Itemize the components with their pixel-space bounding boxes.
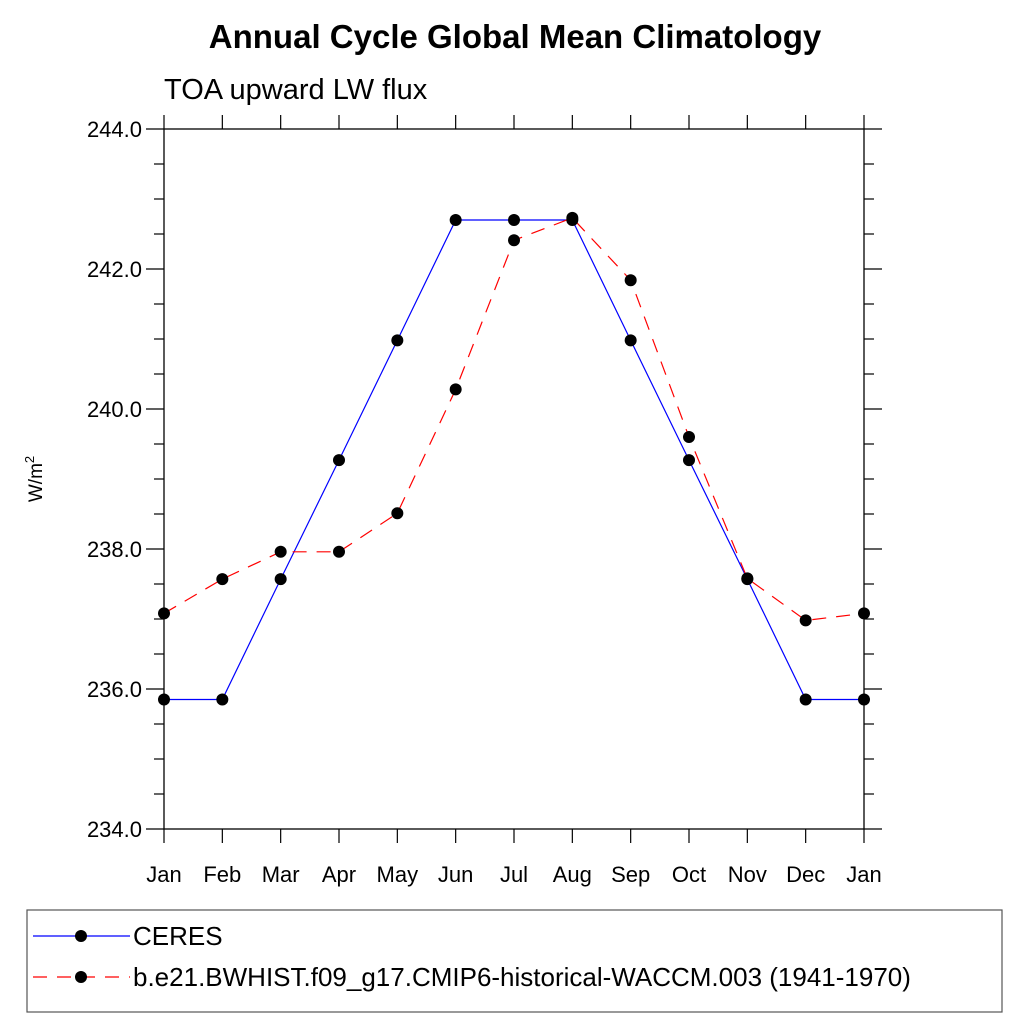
- x-tick-label: Jan: [146, 862, 181, 887]
- data-point-s0-2: [274, 573, 287, 586]
- data-point-s1-2: [274, 545, 287, 558]
- data-point-s0-8: [624, 334, 637, 347]
- legend-label-ceres: CERES: [133, 921, 223, 951]
- series-line-1: [163, 217, 865, 622]
- legend-marker-ceres: [75, 930, 87, 942]
- x-tick-label: Sep: [611, 862, 650, 887]
- x-tick-label: Apr: [322, 862, 356, 887]
- x-tick-label: Aug: [553, 862, 592, 887]
- series-layer: [158, 211, 870, 706]
- data-point-s1-5: [449, 383, 462, 396]
- x-tick-label: Oct: [672, 862, 706, 887]
- data-point-s1-6: [508, 234, 520, 247]
- x-tick-label: Mar: [262, 862, 300, 887]
- plot-frame: [163, 128, 865, 830]
- legend-label-waccm: b.e21.BWHIST.f09_g17.CMIP6-historical-WA…: [133, 962, 911, 992]
- y-tick-label: 238.0: [87, 537, 142, 562]
- x-tick-label: Feb: [203, 862, 241, 887]
- y-tick-labels: 244.0 242.0 240.0 238.0 236.0 234.0: [87, 117, 142, 842]
- y-tick-label: 234.0: [87, 817, 142, 842]
- chart-title: Annual Cycle Global Mean Climatology: [209, 18, 822, 55]
- x-tick-labels: Jan Feb Mar Apr May Jun Jul Aug Sep Oct Nov Dec Jan: [146, 862, 881, 887]
- data-point-s0-4: [391, 334, 404, 347]
- data-point-s1-11: [799, 614, 812, 627]
- data-point-s0-6: [508, 214, 520, 226]
- data-point-s0-3: [333, 454, 345, 467]
- x-tick-label: May: [377, 862, 419, 887]
- data-point-s0-9: [683, 454, 695, 467]
- x-tick-label: Jan: [846, 862, 881, 887]
- data-point-s0-1: [216, 693, 229, 706]
- data-point-s1-10: [741, 572, 754, 585]
- data-point-s1-7: [566, 211, 579, 224]
- x-tick-label: Nov: [728, 862, 767, 887]
- y-axis-label: W/m2: [22, 456, 47, 502]
- chart-subtitle: TOA upward LW flux: [164, 74, 428, 106]
- data-point-s1-3: [333, 545, 345, 558]
- data-point-s0-5: [449, 214, 462, 226]
- y-tick-label: 244.0: [87, 117, 142, 142]
- series-line-0: [164, 219, 864, 701]
- data-point-s1-9: [683, 431, 695, 443]
- data-point-s1-4: [391, 507, 404, 520]
- legend-marker-waccm: [75, 971, 87, 983]
- x-tick-label: Dec: [786, 862, 825, 887]
- data-point-s1-8: [624, 274, 637, 287]
- y-tick-label: 236.0: [87, 677, 142, 702]
- y-axis-label-text: W/m: [26, 463, 47, 502]
- x-tick-label: Jul: [500, 862, 528, 887]
- y-tick-label: 240.0: [87, 397, 142, 422]
- axis-ticks: [146, 115, 882, 843]
- y-axis-label-superscript: 2: [22, 456, 37, 463]
- x-tick-label: Jun: [438, 862, 473, 887]
- y-tick-label: 242.0: [87, 257, 142, 282]
- legend-box: [26, 909, 1003, 1013]
- data-point-s1-1: [216, 573, 229, 586]
- legend: CERES b.e21.BWHIST.f09_g17.CMIP6-histori…: [26, 909, 1003, 1013]
- data-point-s0-11: [799, 693, 812, 706]
